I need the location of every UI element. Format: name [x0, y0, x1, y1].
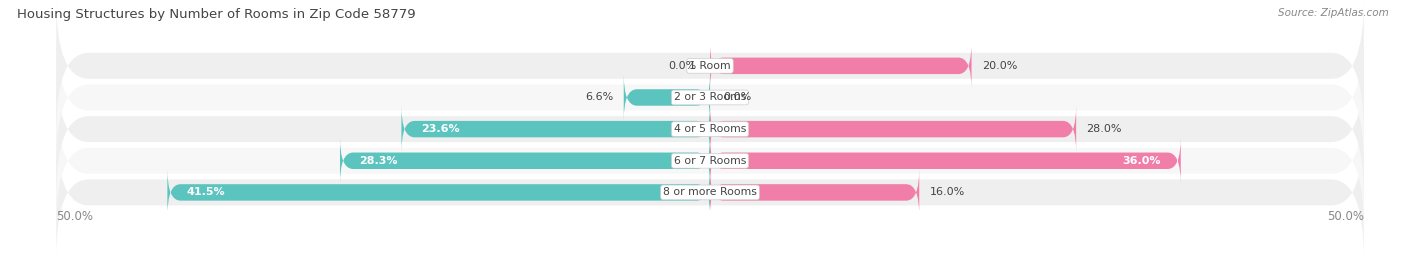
FancyBboxPatch shape: [402, 106, 710, 153]
Text: 28.3%: 28.3%: [360, 156, 398, 166]
Text: 4 or 5 Rooms: 4 or 5 Rooms: [673, 124, 747, 134]
Text: 6.6%: 6.6%: [585, 93, 613, 102]
Text: 0.0%: 0.0%: [723, 93, 751, 102]
Text: 8 or more Rooms: 8 or more Rooms: [664, 187, 756, 197]
Text: 20.0%: 20.0%: [981, 61, 1018, 71]
Text: 41.5%: 41.5%: [187, 187, 225, 197]
FancyBboxPatch shape: [56, 31, 1364, 164]
FancyBboxPatch shape: [167, 169, 710, 216]
FancyBboxPatch shape: [56, 0, 1364, 132]
FancyBboxPatch shape: [710, 43, 972, 89]
Text: 50.0%: 50.0%: [56, 210, 93, 223]
Text: Housing Structures by Number of Rooms in Zip Code 58779: Housing Structures by Number of Rooms in…: [17, 8, 416, 21]
Text: 28.0%: 28.0%: [1087, 124, 1122, 134]
Text: 23.6%: 23.6%: [420, 124, 460, 134]
Text: 1 Room: 1 Room: [689, 61, 731, 71]
Text: 16.0%: 16.0%: [929, 187, 965, 197]
FancyBboxPatch shape: [710, 106, 1076, 153]
FancyBboxPatch shape: [710, 169, 920, 216]
Text: 36.0%: 36.0%: [1122, 156, 1161, 166]
Text: 6 or 7 Rooms: 6 or 7 Rooms: [673, 156, 747, 166]
Text: 2 or 3 Rooms: 2 or 3 Rooms: [673, 93, 747, 102]
Text: 50.0%: 50.0%: [1327, 210, 1364, 223]
FancyBboxPatch shape: [340, 137, 710, 184]
FancyBboxPatch shape: [56, 63, 1364, 195]
FancyBboxPatch shape: [56, 95, 1364, 227]
FancyBboxPatch shape: [624, 74, 710, 121]
Text: Source: ZipAtlas.com: Source: ZipAtlas.com: [1278, 8, 1389, 18]
Text: 0.0%: 0.0%: [669, 61, 697, 71]
FancyBboxPatch shape: [710, 137, 1181, 184]
FancyBboxPatch shape: [56, 126, 1364, 259]
